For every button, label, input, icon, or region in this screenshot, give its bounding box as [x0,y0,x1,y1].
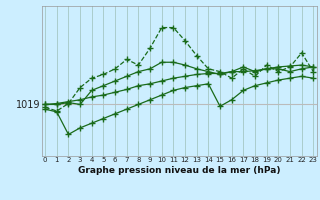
X-axis label: Graphe pression niveau de la mer (hPa): Graphe pression niveau de la mer (hPa) [78,166,280,175]
